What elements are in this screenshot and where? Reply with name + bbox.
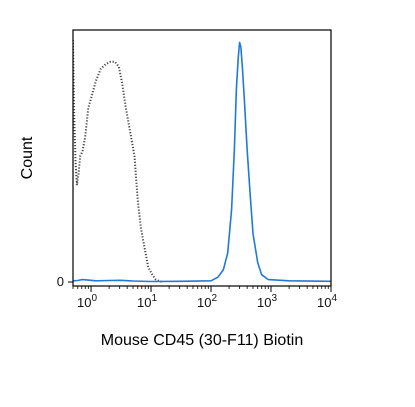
- x-tick-label-2: 102: [197, 293, 217, 310]
- x-axis-title: Mouse CD45 (30-F11) Biotin: [101, 332, 303, 349]
- x-tick-label-0: 100: [77, 293, 97, 310]
- x-tick-label-1: 101: [137, 293, 157, 310]
- plot-frame: [72, 29, 332, 287]
- y-tick-label-0: 0: [57, 274, 64, 289]
- series-line-2: [73, 41, 331, 283]
- x-tick-label-4: 104: [317, 293, 337, 310]
- y-axis-title: Count: [19, 136, 36, 179]
- series-line-1: [73, 39, 164, 283]
- x-tick-label-3: 103: [257, 293, 277, 310]
- tick-layer: 100 101 102 103 104 0: [57, 274, 338, 310]
- series-layer: [73, 39, 331, 283]
